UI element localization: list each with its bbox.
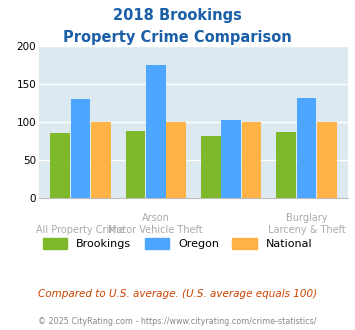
Bar xyxy=(201,136,220,198)
Bar xyxy=(317,122,337,198)
Text: Arson: Arson xyxy=(142,213,170,223)
Text: 2018 Brookings: 2018 Brookings xyxy=(113,8,242,23)
Bar xyxy=(50,133,70,198)
Bar xyxy=(166,122,186,198)
Text: Property Crime Comparison: Property Crime Comparison xyxy=(63,30,292,45)
Bar xyxy=(242,122,261,198)
Bar xyxy=(91,122,111,198)
Bar xyxy=(276,132,296,198)
Text: Burglary: Burglary xyxy=(286,213,327,223)
Bar xyxy=(297,98,316,198)
Bar xyxy=(222,120,241,198)
Legend: Brookings, Oregon, National: Brookings, Oregon, National xyxy=(38,233,317,253)
Bar xyxy=(126,131,145,198)
Text: Larceny & Theft: Larceny & Theft xyxy=(268,225,345,235)
Bar xyxy=(71,99,90,198)
Bar xyxy=(146,65,165,198)
Text: © 2025 CityRating.com - https://www.cityrating.com/crime-statistics/: © 2025 CityRating.com - https://www.city… xyxy=(38,317,317,326)
Text: Compared to U.S. average. (U.S. average equals 100): Compared to U.S. average. (U.S. average … xyxy=(38,289,317,299)
Text: All Property Crime: All Property Crime xyxy=(36,225,125,235)
Text: Motor Vehicle Theft: Motor Vehicle Theft xyxy=(109,225,203,235)
